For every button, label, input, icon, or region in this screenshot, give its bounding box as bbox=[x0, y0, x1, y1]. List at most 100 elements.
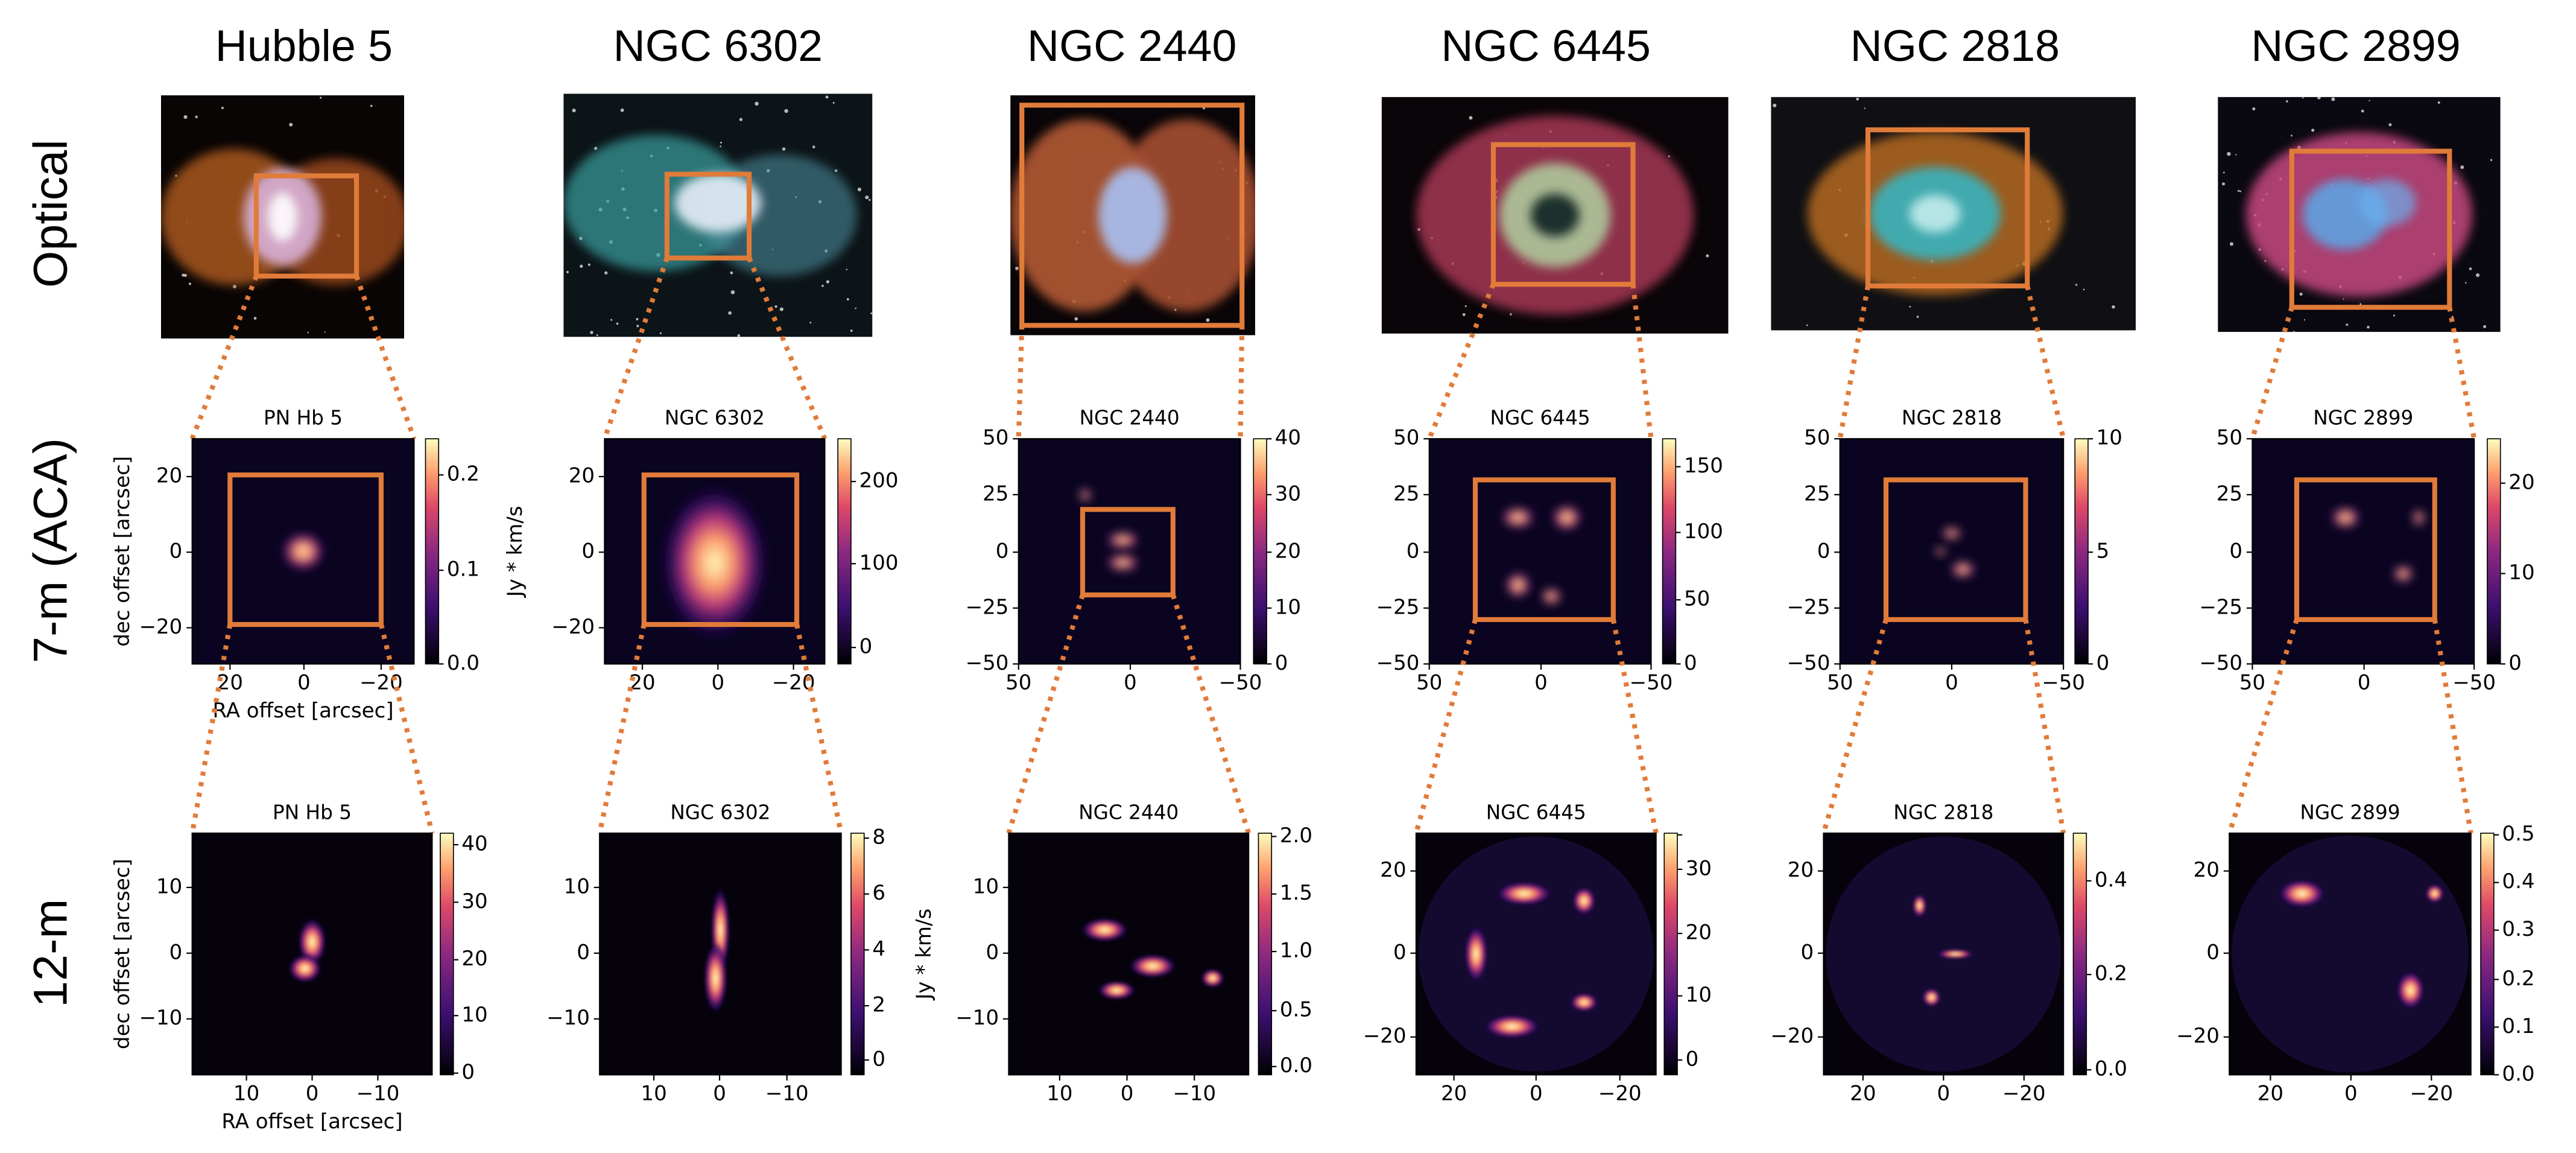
nebula bbox=[268, 192, 297, 241]
optical-image bbox=[160, 95, 405, 339]
y-tick-label: 10 bbox=[973, 874, 999, 898]
colorbar-tick-label: 0 bbox=[1275, 651, 1288, 675]
star bbox=[2227, 151, 2231, 156]
emission bbox=[1912, 894, 1927, 918]
emission bbox=[1551, 504, 1583, 532]
star bbox=[590, 331, 593, 334]
star bbox=[1856, 97, 1859, 101]
colorbar-tick-label: 10 bbox=[1686, 983, 1712, 1007]
star bbox=[620, 108, 624, 112]
colorbar-tick-label: 10 bbox=[2508, 561, 2534, 585]
star bbox=[188, 282, 191, 285]
emission bbox=[1495, 881, 1553, 906]
colorbar-tick-label: 100 bbox=[859, 551, 899, 575]
y-tick-label: 0 bbox=[1393, 940, 1407, 964]
map-frame bbox=[1017, 438, 1241, 665]
y-tick-label: 20 bbox=[1788, 858, 1814, 882]
panel-title: NGC 2440 bbox=[1078, 801, 1179, 824]
x-tick-label: −10 bbox=[356, 1082, 400, 1106]
x-tick-label: 0 bbox=[1530, 1082, 1543, 1106]
x-tick-label: −10 bbox=[765, 1082, 809, 1106]
map-image bbox=[1823, 833, 2064, 1075]
emission bbox=[1504, 571, 1531, 599]
colorbar-tick-label: 0.1 bbox=[447, 557, 479, 582]
colorbar-tick-label: 0.2 bbox=[2502, 967, 2534, 991]
emission bbox=[2330, 506, 2361, 529]
colorbar bbox=[1662, 438, 1677, 665]
x-tick-label: 50 bbox=[2239, 671, 2265, 695]
star bbox=[865, 195, 869, 200]
zoom-box bbox=[227, 472, 384, 627]
y-tick-label: 20 bbox=[2194, 858, 2220, 882]
star bbox=[2437, 101, 2440, 104]
colorbar-tick-label: 10 bbox=[461, 1003, 487, 1027]
colorbar-tick-label: 40 bbox=[1275, 426, 1301, 450]
y-tick-label: −25 bbox=[1376, 595, 1420, 619]
y-tick-label: −20 bbox=[2176, 1024, 2220, 1048]
map-frame bbox=[1839, 438, 2065, 665]
map-image bbox=[192, 833, 432, 1075]
colorbar-tick-label: 0 bbox=[2508, 651, 2522, 675]
zoom-connector bbox=[2432, 619, 2473, 834]
x-tick-label: 0 bbox=[1937, 1082, 1950, 1106]
zoom-connector bbox=[1821, 618, 1888, 834]
y-tick-label: 25 bbox=[1804, 481, 1830, 506]
emission bbox=[1569, 993, 1599, 1012]
y-tick-label: 10 bbox=[564, 874, 590, 898]
y-tick-label: −10 bbox=[955, 1006, 999, 1030]
star bbox=[1462, 313, 1466, 316]
zoom-connector bbox=[597, 624, 647, 834]
panel-title: NGC 6302 bbox=[665, 407, 765, 430]
star bbox=[857, 187, 862, 192]
star bbox=[580, 264, 583, 268]
colorbar-tick-label: 0.3 bbox=[2502, 917, 2534, 941]
star bbox=[183, 115, 188, 119]
column-title: NGC 2818 bbox=[1850, 21, 2060, 71]
colorbar-tick-label: 0 bbox=[859, 635, 873, 659]
star bbox=[832, 102, 835, 104]
x-tick-label: −20 bbox=[359, 671, 403, 695]
star bbox=[370, 104, 373, 107]
zoom-connector bbox=[2023, 619, 2066, 834]
y-tick-label: 0 bbox=[1407, 539, 1420, 564]
zoom-connector bbox=[794, 624, 844, 834]
star bbox=[1469, 116, 1473, 120]
colorbar-tick-label: 20 bbox=[1686, 921, 1712, 945]
optical-image bbox=[1010, 95, 1256, 335]
star bbox=[2317, 97, 2321, 100]
star bbox=[2083, 288, 2085, 291]
map-image bbox=[2229, 833, 2471, 1075]
x-tick-label: −50 bbox=[1219, 671, 1262, 695]
x-tick-label: 10 bbox=[233, 1082, 259, 1106]
x-tick-label: 0 bbox=[713, 1082, 726, 1106]
star bbox=[1074, 317, 1078, 321]
map-frame bbox=[2229, 832, 2472, 1076]
star bbox=[779, 307, 783, 311]
colorbar bbox=[1663, 833, 1678, 1076]
panel-title: PN Hb 5 bbox=[273, 801, 352, 824]
x-tick-label: −20 bbox=[1598, 1082, 1642, 1106]
star bbox=[2451, 316, 2454, 318]
y-tick-label: 20 bbox=[1380, 858, 1406, 882]
x-tick-label: 20 bbox=[1441, 1082, 1467, 1106]
star bbox=[821, 284, 824, 287]
star bbox=[616, 322, 619, 325]
column-title: NGC 2899 bbox=[2251, 21, 2460, 71]
map-frame bbox=[2252, 438, 2475, 665]
colorbar bbox=[2074, 438, 2089, 665]
star bbox=[2221, 182, 2226, 186]
colorbar-tick-label: 10 bbox=[2097, 426, 2122, 450]
nebula bbox=[674, 174, 762, 233]
emission bbox=[1936, 949, 1975, 959]
colorbar-tick-label: 0.0 bbox=[447, 651, 479, 675]
star bbox=[869, 199, 871, 202]
zoom-box bbox=[2289, 148, 2452, 310]
emission bbox=[659, 483, 770, 642]
nebula bbox=[2359, 179, 2416, 226]
map-frame bbox=[599, 832, 842, 1076]
x-tick-label: −10 bbox=[1172, 1082, 1216, 1106]
colorbar-tick-label: 50 bbox=[1684, 587, 1710, 611]
x-tick-label: 0 bbox=[306, 1082, 319, 1106]
zoom-connector bbox=[1610, 619, 1659, 834]
